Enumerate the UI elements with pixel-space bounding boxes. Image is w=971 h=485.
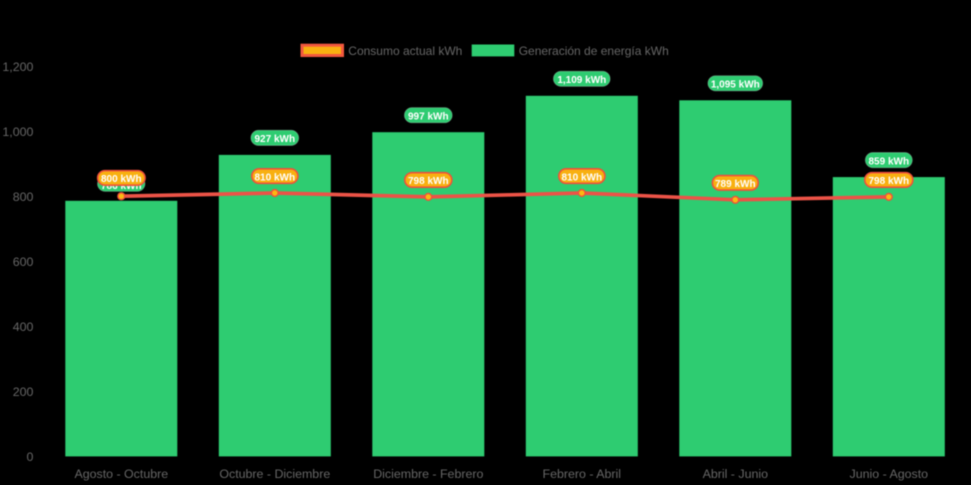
svg-text:997 kWh: 997 kWh [408, 112, 449, 123]
svg-text:200: 200 [13, 385, 34, 399]
svg-text:Agosto - Octubre: Agosto - Octubre [74, 467, 168, 481]
svg-text:927 kWh: 927 kWh [255, 134, 296, 145]
svg-text:798 kWh: 798 kWh [869, 176, 910, 187]
svg-text:789 kWh: 789 kWh [715, 179, 756, 190]
svg-text:1,200: 1,200 [2, 60, 33, 74]
svg-text:798 kWh: 798 kWh [408, 176, 449, 187]
svg-text:Diciembre - Febrero: Diciembre - Febrero [373, 467, 483, 481]
svg-text:Febrero - Abril: Febrero - Abril [543, 467, 622, 481]
svg-text:Octubre - Diciembre: Octubre - Diciembre [219, 467, 330, 481]
svg-text:400: 400 [13, 320, 34, 334]
svg-text:859 kWh: 859 kWh [869, 156, 910, 167]
svg-text:1,095 kWh: 1,095 kWh [711, 80, 760, 91]
svg-text:Abril - Junio: Abril - Junio [703, 467, 769, 481]
svg-text:600: 600 [13, 255, 34, 269]
svg-text:Junio - Agosto: Junio - Agosto [850, 467, 929, 481]
svg-text:Consumo actual kWh: Consumo actual kWh [348, 44, 462, 58]
svg-text:Generación de energía kWh: Generación de energía kWh [519, 44, 669, 58]
svg-text:0: 0 [26, 450, 33, 464]
svg-text:1,109 kWh: 1,109 kWh [557, 75, 606, 86]
svg-text:810 kWh: 810 kWh [255, 172, 296, 183]
svg-text:800: 800 [13, 190, 34, 204]
svg-text:810 kWh: 810 kWh [562, 172, 603, 183]
svg-text:800 kWh: 800 kWh [101, 174, 142, 185]
svg-text:1,000: 1,000 [2, 125, 33, 139]
svg-text:786 kWh: 786 kWh [101, 181, 142, 192]
